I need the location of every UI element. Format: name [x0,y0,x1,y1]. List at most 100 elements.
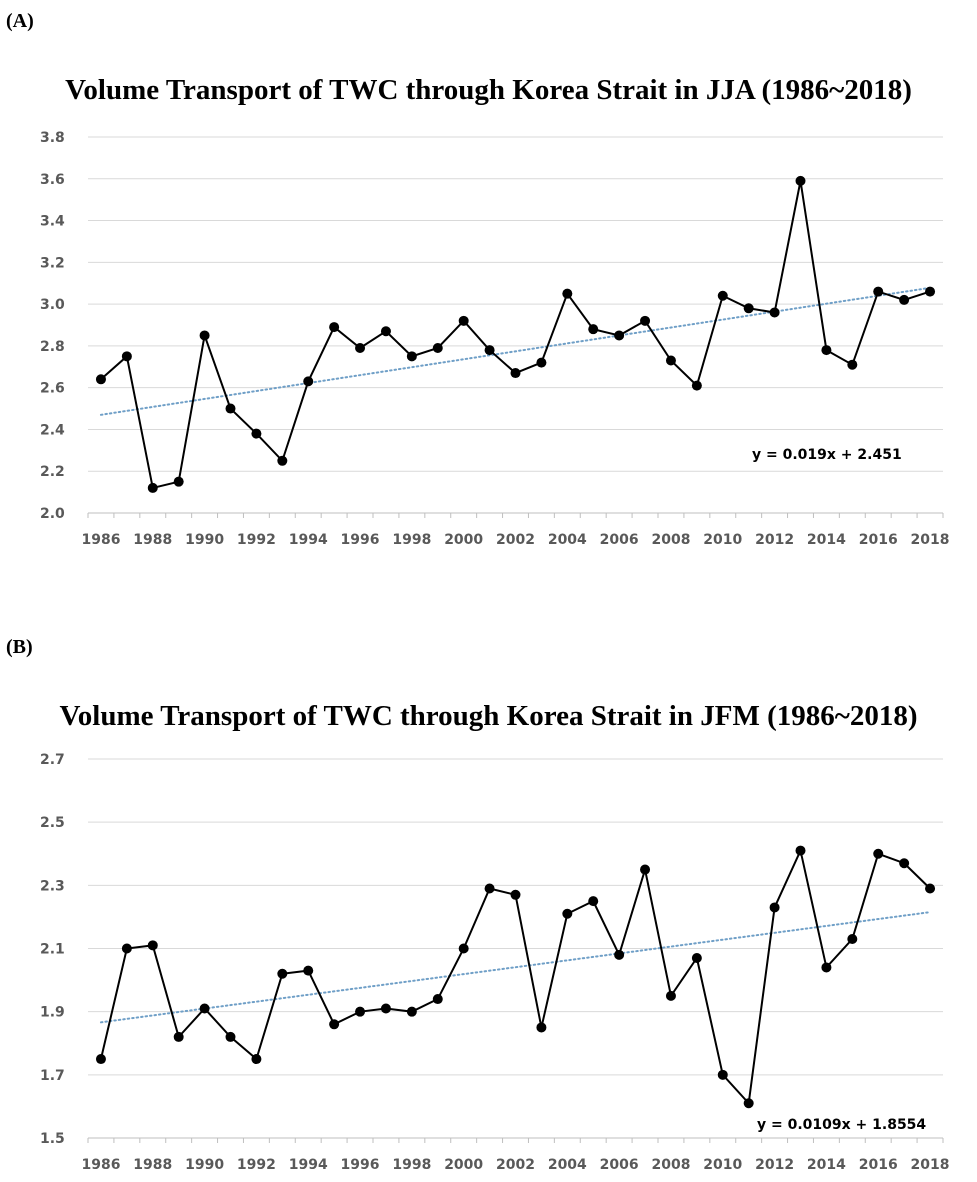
data-point-1996 [355,342,366,353]
x-tick-label: 2014 [807,1157,846,1173]
y-tick-label: 2.3 [40,878,65,894]
data-point-1987 [121,943,132,954]
data-point-2005 [588,324,599,335]
data-point-1997 [380,326,391,337]
data-point-2003 [536,357,547,368]
x-tick-label: 2010 [703,1157,742,1173]
x-tick-label: 2018 [911,1157,950,1173]
x-tick-label: 2006 [600,532,639,548]
y-tick-label: 2.1 [40,942,65,958]
data-point-1991 [225,403,236,414]
chart-b-title: Volume Transport of TWC through Korea St… [59,700,918,732]
data-point-2010 [717,290,728,301]
data-point-2002 [510,889,521,900]
data-point-1991 [225,1031,236,1042]
data-point-2013 [795,845,806,856]
data-point-2001 [484,345,495,356]
data-point-1997 [380,1003,391,1014]
data-point-2013 [795,175,806,186]
data-point-1996 [355,1006,366,1017]
x-tick-label: 1996 [341,532,380,548]
data-point-1989 [173,1031,184,1042]
data-point-2016 [873,848,884,859]
x-tick-label: 1988 [133,532,172,548]
data-point-2011 [743,303,754,314]
x-tick-label: 2004 [548,532,587,548]
x-tick-label: 1998 [392,1157,431,1173]
data-point-2018 [925,883,936,894]
trendline [99,286,932,416]
data-point-2007 [640,315,651,326]
data-point-2009 [691,380,702,391]
data-point-1986 [95,1054,106,1065]
data-point-1994 [303,376,314,387]
x-tick-label: 2008 [651,532,690,548]
trendline-equation: y = 0.0109x + 1.8554 [757,1117,926,1133]
data-point-2014 [821,962,832,973]
data-point-1986 [95,374,106,385]
data-point-2015 [847,934,858,945]
trendline-equation: y = 0.019x + 2.451 [752,447,902,463]
data-point-2004 [562,288,573,299]
x-tick-label: 1988 [133,1157,172,1173]
data-point-2008 [665,355,676,366]
data-point-2008 [665,990,676,1001]
data-point-2000 [458,315,469,326]
data-point-2012 [769,307,780,318]
data-point-1999 [432,342,443,353]
x-tick-label: 2000 [444,1157,483,1173]
y-tick-label: 3.0 [40,297,65,313]
data-point-1993 [277,968,288,979]
data-point-1992 [251,428,262,439]
y-tick-label: 3.2 [40,255,65,271]
data-point-2002 [510,368,521,379]
data-point-1998 [406,1006,417,1017]
data-point-1988 [147,940,158,951]
x-tick-label: 2016 [859,532,898,548]
data-point-2005 [588,896,599,907]
data-point-2006 [614,949,625,960]
y-tick-label: 2.5 [40,815,65,831]
data-point-1995 [329,1019,340,1030]
x-tick-label: 1986 [81,1157,120,1173]
y-tick-label: 3.4 [40,214,65,230]
series-line [100,180,931,490]
data-point-1992 [251,1054,262,1065]
data-point-1990 [199,330,210,341]
x-tick-label: 2014 [807,532,846,548]
data-point-2017 [899,294,910,305]
x-tick-label: 2002 [496,1157,535,1173]
data-point-2007 [640,864,651,875]
x-tick-label: 2016 [859,1157,898,1173]
x-tick-label: 1996 [341,1157,380,1173]
y-tick-label: 1.5 [40,1131,65,1147]
panel-a-label: (A) [6,10,34,32]
x-tick-label: 1998 [392,532,431,548]
y-tick-label: 1.9 [40,1005,65,1021]
data-point-1999 [432,994,443,1005]
data-point-2009 [691,952,702,963]
x-tick-label: 1992 [237,1157,276,1173]
data-point-1988 [147,482,158,493]
data-point-2015 [847,359,858,370]
data-point-2000 [458,943,469,954]
data-point-2011 [743,1098,754,1109]
data-point-1995 [329,322,340,333]
data-point-2018 [925,286,936,297]
data-point-2012 [769,902,780,913]
y-tick-label: 3.6 [40,172,65,188]
y-tick-label: 1.7 [40,1068,65,1084]
chart-a: 2.0 2.2 2.4 2.6 2.8 3.0 3.2 3.4 3.6 3.8 1986 1988 19… [40,130,950,548]
y-tick-label: 3.8 [40,130,65,146]
data-point-2016 [873,286,884,297]
data-point-1989 [173,476,184,487]
x-tick-label: 1990 [185,532,224,548]
x-tick-label: 2008 [651,1157,690,1173]
y-tick-label: 2.4 [40,422,65,438]
chart-b: 1.5 1.7 1.9 2.1 2.3 2.5 2.7 1986 1988 1990 1992 199… [40,752,950,1173]
panel-b-label: (B) [6,636,33,658]
data-point-2001 [484,883,495,894]
data-point-1993 [277,455,288,466]
x-tick-label: 1992 [237,532,276,548]
data-point-2017 [899,858,910,869]
